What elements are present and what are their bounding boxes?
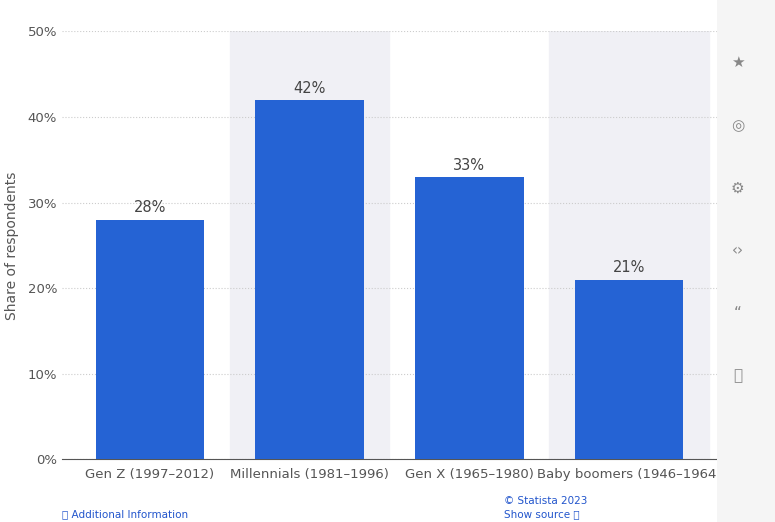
Text: ⚙: ⚙	[731, 181, 745, 195]
Text: 33%: 33%	[453, 158, 485, 173]
Bar	[255, 100, 364, 459]
Text: 28%: 28%	[133, 200, 166, 216]
Text: 21%: 21%	[613, 260, 646, 275]
Bar	[229, 31, 390, 459]
Bar	[575, 280, 684, 459]
Text: Show source ⓘ: Show source ⓘ	[504, 509, 580, 519]
Text: ★: ★	[731, 55, 745, 70]
Text: © Statista 2023: © Statista 2023	[504, 496, 587, 506]
Y-axis label: Share of respondents: Share of respondents	[5, 171, 19, 319]
Text: ‹›: ‹›	[732, 243, 744, 258]
Text: ◎: ◎	[731, 118, 745, 133]
Text: ⎙: ⎙	[733, 369, 742, 383]
Bar	[549, 31, 709, 459]
Bar	[95, 220, 204, 459]
Text: “: “	[734, 306, 742, 321]
Text: 42%: 42%	[294, 80, 326, 96]
Text: ⓘ Additional Information: ⓘ Additional Information	[62, 509, 188, 519]
Bar	[415, 177, 524, 459]
